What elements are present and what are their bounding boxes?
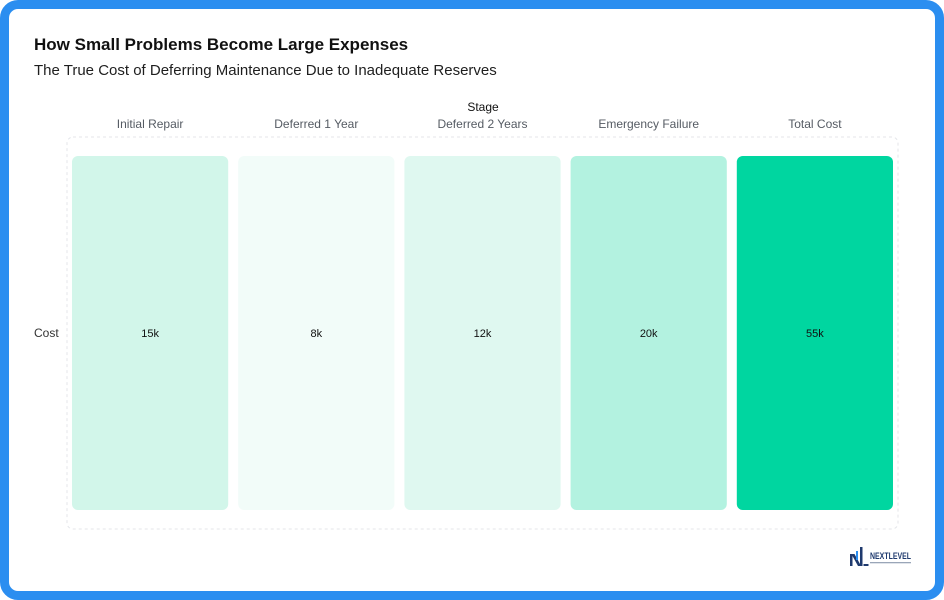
- heatmap-cell: [736, 156, 893, 510]
- y-tick-label: Cost: [34, 326, 59, 340]
- plot-area-border: [66, 136, 899, 530]
- x-tick-label: Deferred 2 Years: [437, 117, 527, 131]
- x-tick-label: Emergency Failure: [598, 117, 699, 131]
- cell-value-label: 15k: [141, 328, 159, 340]
- cell-value-label: 8k: [310, 328, 322, 340]
- nextlevel-logo: NEXTLEVEL: [850, 547, 911, 566]
- chart-subtitle: The True Cost of Deferring Maintenance D…: [34, 62, 497, 79]
- heatmap-cell: [238, 156, 395, 510]
- chart-title: How Small Problems Become Large Expenses: [34, 35, 409, 54]
- x-tick-label: Initial Repair: [117, 117, 184, 131]
- logo-wordmark: NEXTLEVEL: [870, 551, 911, 562]
- heatmap-cells: 15k 8k 12k 20k 55k: [72, 156, 893, 510]
- cell-value-label: 20k: [640, 328, 658, 340]
- heatmap-cell: [570, 156, 727, 510]
- cell-value-label: 12k: [474, 328, 492, 340]
- cell-value-label: 55k: [806, 328, 824, 340]
- x-tick-label: Total Cost: [788, 117, 842, 131]
- x-axis-title: Stage: [467, 100, 499, 114]
- heatmap-cell: [72, 156, 229, 510]
- heatmap-cell: [404, 156, 561, 510]
- x-tick-label: Deferred 1 Year: [274, 117, 358, 131]
- x-tick-labels: Initial Repair Deferred 1 Year Deferred 2 …: [117, 117, 842, 131]
- y-tick-labels: Cost: [34, 326, 59, 340]
